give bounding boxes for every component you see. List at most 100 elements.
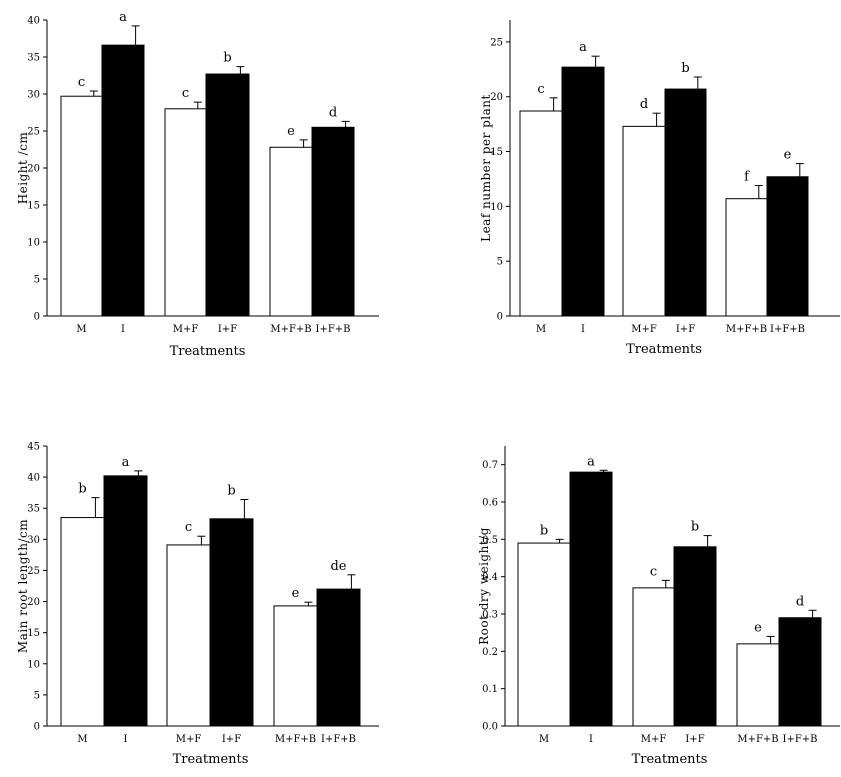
- significance-label: f: [744, 170, 750, 185]
- x-tick-label: M: [76, 324, 86, 335]
- bar: [311, 126, 355, 317]
- significance-label: b: [691, 520, 699, 535]
- y-tick-label: 0.7: [482, 460, 498, 471]
- significance-label: d: [640, 97, 648, 112]
- bar: [569, 471, 613, 727]
- x-tick-label: M: [539, 734, 549, 745]
- x-tick-label: I+F: [685, 734, 704, 745]
- significance-label: a: [587, 454, 595, 469]
- y-tick-label: 15: [490, 147, 503, 158]
- significance-label: e: [287, 124, 295, 139]
- x-tick-label: I+F: [676, 324, 695, 335]
- x-tick-label: I+F+B: [783, 734, 818, 745]
- bar: [316, 588, 361, 727]
- y-tick-label: 20: [27, 597, 40, 608]
- y-tick-label: 0: [34, 722, 40, 733]
- significance-label: a: [579, 40, 587, 55]
- significance-label: e: [292, 586, 300, 601]
- y-tick-label: 0: [34, 312, 40, 323]
- x-tick-label: M+F: [173, 324, 199, 335]
- significance-label: c: [182, 86, 189, 101]
- bar: [519, 110, 563, 317]
- bar: [164, 108, 207, 317]
- significance-label: b: [681, 61, 689, 76]
- x-tick-label: M+F+B: [737, 734, 778, 745]
- panel-root-dry-weight: 0.0 0.1 0.2 0.3 0.4 0.5 0.6 0.7 Root dry weight/…: [477, 446, 840, 767]
- bar: [664, 88, 707, 317]
- x-tick-label: I: [121, 324, 125, 335]
- x-tick-label: I+F+B: [316, 324, 351, 335]
- y-tick-label: 40: [27, 16, 40, 27]
- significance-label: a: [122, 455, 130, 470]
- y-tick-label: 35: [27, 53, 40, 64]
- y-axis-title: Height /cm: [16, 132, 30, 205]
- y-tick-label: 0.4: [482, 572, 498, 583]
- x-axis-title: Treatments: [632, 752, 708, 767]
- y-tick-label: 15: [27, 628, 40, 639]
- x-axis-title: Treatments: [173, 752, 249, 767]
- y-tick-label: 10: [27, 238, 40, 249]
- significance-label: a: [119, 10, 127, 25]
- x-tick-label: I: [589, 734, 593, 745]
- bar: [273, 605, 318, 727]
- y-tick-label: 0.1: [482, 684, 498, 695]
- x-tick-label: M: [536, 324, 546, 335]
- significance-label: b: [227, 484, 235, 499]
- significance-label: b: [78, 482, 86, 497]
- y-tick-label: 10: [490, 202, 503, 213]
- bar: [736, 643, 780, 727]
- y-tick-label: 20: [490, 92, 503, 103]
- bar: [622, 125, 666, 317]
- bar: [673, 546, 717, 727]
- y-tick-label: 5: [34, 690, 40, 701]
- x-tick-label: I: [581, 324, 585, 335]
- significance-label: b: [540, 523, 548, 538]
- bar: [103, 475, 148, 727]
- y-tick-label: 0.0: [482, 722, 498, 733]
- x-tick-label: I+F+B: [770, 324, 805, 335]
- bar: [60, 517, 105, 727]
- significance-label: d: [329, 105, 337, 120]
- bar: [166, 544, 211, 727]
- significance-label: c: [185, 520, 192, 535]
- significance-label: b: [223, 51, 231, 66]
- y-tick-label: 10: [27, 659, 40, 670]
- x-tick-label: M+F+B: [270, 324, 311, 335]
- y-tick-label: 0.3: [482, 610, 498, 621]
- x-tick-label: M+F: [641, 734, 667, 745]
- y-tick-label: 25: [27, 127, 40, 138]
- bar: [632, 587, 675, 727]
- y-tick-label: 20: [27, 164, 40, 175]
- significance-label: de: [330, 559, 346, 574]
- x-tick-label: M: [77, 734, 87, 745]
- y-tick-label: 0: [497, 312, 503, 323]
- significance-label: e: [754, 620, 762, 635]
- significance-label: c: [78, 75, 85, 90]
- y-tick-label: 40: [27, 473, 40, 484]
- x-tick-label: I+F: [222, 734, 241, 745]
- y-tick-label: 30: [27, 90, 40, 101]
- bar: [205, 73, 250, 317]
- y-tick-label: 25: [27, 566, 40, 577]
- significance-label: c: [650, 564, 657, 579]
- y-axis-title: Main root length/cm: [16, 519, 30, 653]
- significance-label: d: [796, 594, 804, 609]
- x-tick-label: I+F: [218, 324, 237, 335]
- y-tick-label: 35: [27, 504, 40, 515]
- bar: [561, 66, 605, 317]
- bar: [725, 198, 768, 317]
- y-tick-label: 45: [27, 442, 40, 453]
- x-tick-label: I: [124, 734, 128, 745]
- x-axis-title: Treatments: [626, 342, 702, 357]
- y-tick-label: 0.5: [482, 535, 498, 546]
- bar: [766, 176, 809, 317]
- y-axis-title: Root dry weight/g: [477, 527, 491, 645]
- bar: [209, 518, 254, 727]
- y-tick-label: 5: [34, 275, 40, 286]
- panel-height: 0 5 10 15 20 25 30 35 40 Height /cm c Ma Ic M+F b I+F e M…: [16, 10, 379, 359]
- significance-label: c: [537, 82, 544, 97]
- x-axis-title: Treatments: [170, 344, 246, 359]
- panel-leaf-number: 0 5 10 15 20 25 Leaf number per plant c Ma Id M+F b…: [479, 20, 840, 357]
- significance-label: e: [784, 148, 792, 163]
